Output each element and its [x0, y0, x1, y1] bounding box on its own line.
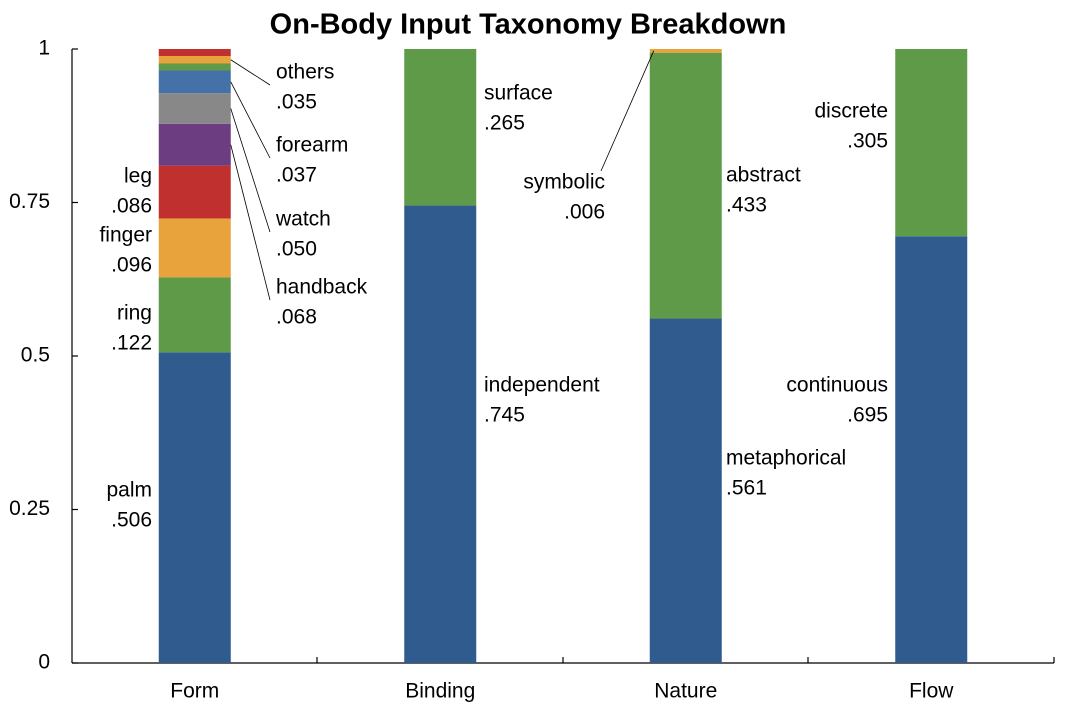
segment-name: continuous [786, 374, 888, 397]
y-tick-label: 0.25 [9, 497, 50, 520]
segment-name: discrete [814, 100, 888, 123]
y-tick-label: 0.5 [21, 344, 50, 367]
segment-value-label: .096 [111, 254, 152, 277]
segment-name: finger [99, 224, 152, 247]
y-tick-label: 1 [38, 37, 50, 60]
bar-segment [158, 165, 231, 219]
leader-line [230, 81, 271, 159]
segment-name: handback [276, 276, 368, 299]
segment-value-label: .068 [276, 306, 317, 329]
bar-segment [158, 352, 231, 663]
segment-value-label: .006 [564, 201, 605, 224]
segment-name: abstract [726, 164, 801, 187]
segment-value-label: .122 [111, 332, 152, 355]
segment-value-label: .265 [484, 112, 525, 135]
chart-title: On-Body Input Taxonomy Breakdown [270, 9, 787, 41]
y-tick-label: 0 [38, 651, 50, 674]
segment-name: forearm [276, 134, 348, 157]
segment-name: ring [117, 302, 152, 325]
x-tick-label: Nature [654, 680, 717, 703]
segment-name: palm [106, 479, 152, 502]
segment-value-label: .433 [726, 194, 767, 217]
bars [158, 49, 968, 663]
bar-segment [158, 277, 231, 353]
bar-segment [158, 123, 231, 166]
leader-line [230, 59, 271, 86]
leader-line [600, 50, 655, 172]
x-tick-label: Form [170, 680, 219, 703]
segment-value-label: .037 [276, 164, 317, 187]
segment-value-label: .035 [276, 91, 317, 114]
leader-line [230, 108, 271, 233]
segment-name: symbolic [523, 171, 605, 194]
bar-segment [158, 93, 231, 124]
segment-value-label: .745 [484, 404, 525, 427]
bar-segment [404, 205, 477, 663]
y-tick-label: 0.75 [9, 190, 50, 213]
bar-segment [895, 236, 968, 663]
segment-value-label: .086 [111, 195, 152, 218]
segment-name: surface [484, 82, 553, 105]
segment-name: metaphorical [726, 447, 846, 470]
segment-value-label: .050 [276, 238, 317, 261]
x-tick-label: Binding [405, 680, 475, 703]
bar-segment [649, 52, 722, 319]
segment-name: leg [124, 165, 152, 188]
leader-line [230, 144, 271, 301]
segment-name: independent [484, 374, 600, 397]
segment-value-label: .506 [111, 509, 152, 532]
segment-value-label: .561 [726, 477, 767, 500]
bar-segment [158, 49, 231, 71]
x-tick-label: Flow [909, 680, 954, 703]
bar-segment [404, 49, 477, 206]
segment-name: watch [275, 208, 331, 231]
bar-segment [649, 49, 722, 53]
bar-segment [649, 318, 722, 663]
segment-value-label: .305 [847, 130, 888, 153]
bar-segment [158, 218, 231, 278]
bar-segment [158, 70, 231, 94]
bar-segment [895, 49, 968, 237]
segment-name: others [276, 61, 334, 84]
segment-value-label: .695 [847, 404, 888, 427]
